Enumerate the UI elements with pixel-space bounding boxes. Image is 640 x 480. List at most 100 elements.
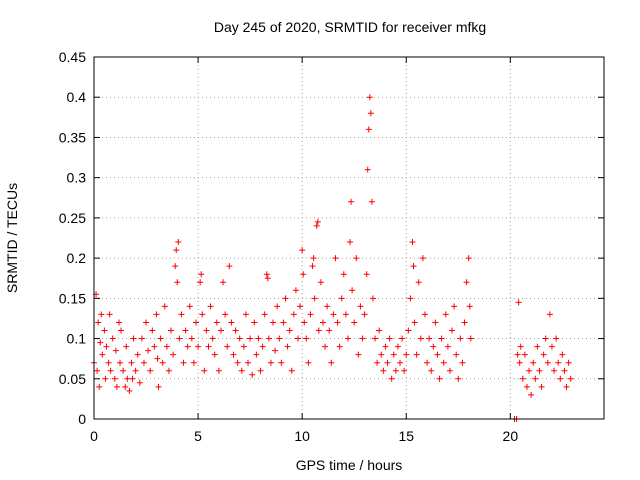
- data-point: [201, 367, 208, 374]
- data-point: [161, 303, 168, 310]
- data-point: [106, 311, 113, 318]
- data-point: [265, 335, 272, 342]
- data-point: [409, 239, 416, 246]
- data-point: [249, 371, 256, 378]
- data-point: [515, 299, 522, 306]
- data-point: [151, 343, 158, 350]
- x-tick-label: 15: [398, 428, 414, 444]
- data-point: [332, 255, 339, 262]
- y-tick-label: 0.35: [59, 129, 86, 145]
- data-point: [242, 311, 249, 318]
- data-point: [176, 335, 183, 342]
- data-point: [240, 343, 247, 350]
- data-point: [348, 198, 355, 205]
- data-point: [198, 271, 205, 278]
- data-point: [132, 367, 139, 374]
- data-point: [436, 375, 443, 382]
- data-point: [99, 351, 106, 358]
- data-point: [563, 383, 570, 390]
- data-point: [288, 367, 295, 374]
- data-point: [528, 391, 535, 398]
- y-axis-label: SRMTID / TECUs: [4, 183, 20, 293]
- data-point: [426, 335, 433, 342]
- data-point: [438, 335, 445, 342]
- data-point: [365, 126, 372, 133]
- data-point: [165, 367, 172, 374]
- data-point: [163, 343, 170, 350]
- data-point: [428, 367, 435, 374]
- data-point: [122, 383, 129, 390]
- data-point: [154, 355, 161, 362]
- data-point: [153, 311, 160, 318]
- data-point: [174, 279, 181, 286]
- data-point: [334, 319, 341, 326]
- data-point: [342, 311, 349, 318]
- data-point: [557, 375, 564, 382]
- data-point: [366, 94, 373, 101]
- data-point: [536, 367, 543, 374]
- data-point: [544, 359, 551, 366]
- plot-frame: [93, 56, 605, 420]
- data-point: [118, 327, 125, 334]
- data-point: [310, 255, 317, 262]
- data-point: [259, 343, 266, 350]
- data-point: [315, 327, 322, 334]
- data-point: [147, 367, 154, 374]
- data-point: [368, 198, 375, 205]
- data-point: [540, 351, 547, 358]
- data-point: [217, 327, 224, 334]
- data-point: [264, 275, 271, 282]
- y-tick-label: 0.1: [67, 331, 87, 347]
- data-point: [432, 319, 439, 326]
- data-point: [553, 335, 560, 342]
- data-point: [394, 343, 401, 350]
- data-point: [190, 359, 197, 366]
- data-point: [451, 303, 458, 310]
- data-point: [417, 335, 424, 342]
- data-point: [172, 263, 179, 270]
- data-point: [526, 367, 533, 374]
- data-point: [519, 375, 526, 382]
- data-point: [303, 335, 310, 342]
- data-point: [359, 335, 366, 342]
- data-point: [357, 303, 364, 310]
- data-point: [236, 335, 243, 342]
- data-point: [213, 319, 220, 326]
- data-point: [123, 343, 130, 350]
- y-tick-label: 0.45: [59, 49, 86, 65]
- data-point: [463, 279, 470, 286]
- data-point: [372, 335, 379, 342]
- data-point: [561, 367, 568, 374]
- data-point: [444, 343, 451, 350]
- data-point: [453, 351, 460, 358]
- data-point: [376, 327, 383, 334]
- data-point: [195, 343, 202, 350]
- data-point: [324, 303, 331, 310]
- data-point: [313, 222, 320, 229]
- y-tick-label: 0.4: [67, 89, 87, 105]
- data-point: [270, 319, 277, 326]
- data-point: [145, 347, 152, 354]
- data-point: [159, 359, 166, 366]
- data-point: [521, 351, 528, 358]
- data-point: [465, 255, 472, 262]
- data-point: [446, 367, 453, 374]
- data-point: [94, 367, 101, 374]
- data-point: [207, 303, 214, 310]
- data-point: [340, 271, 347, 278]
- data-point: [355, 351, 362, 358]
- data-point: [349, 287, 356, 294]
- data-point: [410, 263, 417, 270]
- y-tick-label: 0.2: [67, 250, 87, 266]
- data-point: [290, 311, 297, 318]
- data-point: [124, 375, 131, 382]
- data-point: [193, 319, 199, 326]
- data-point: [107, 367, 114, 374]
- data-point: [555, 359, 562, 366]
- data-point: [421, 311, 428, 318]
- data-point: [419, 255, 426, 262]
- y-tick-label: 0.3: [67, 170, 87, 186]
- data-point: [434, 351, 441, 358]
- data-point: [155, 383, 162, 390]
- data-point: [128, 359, 135, 366]
